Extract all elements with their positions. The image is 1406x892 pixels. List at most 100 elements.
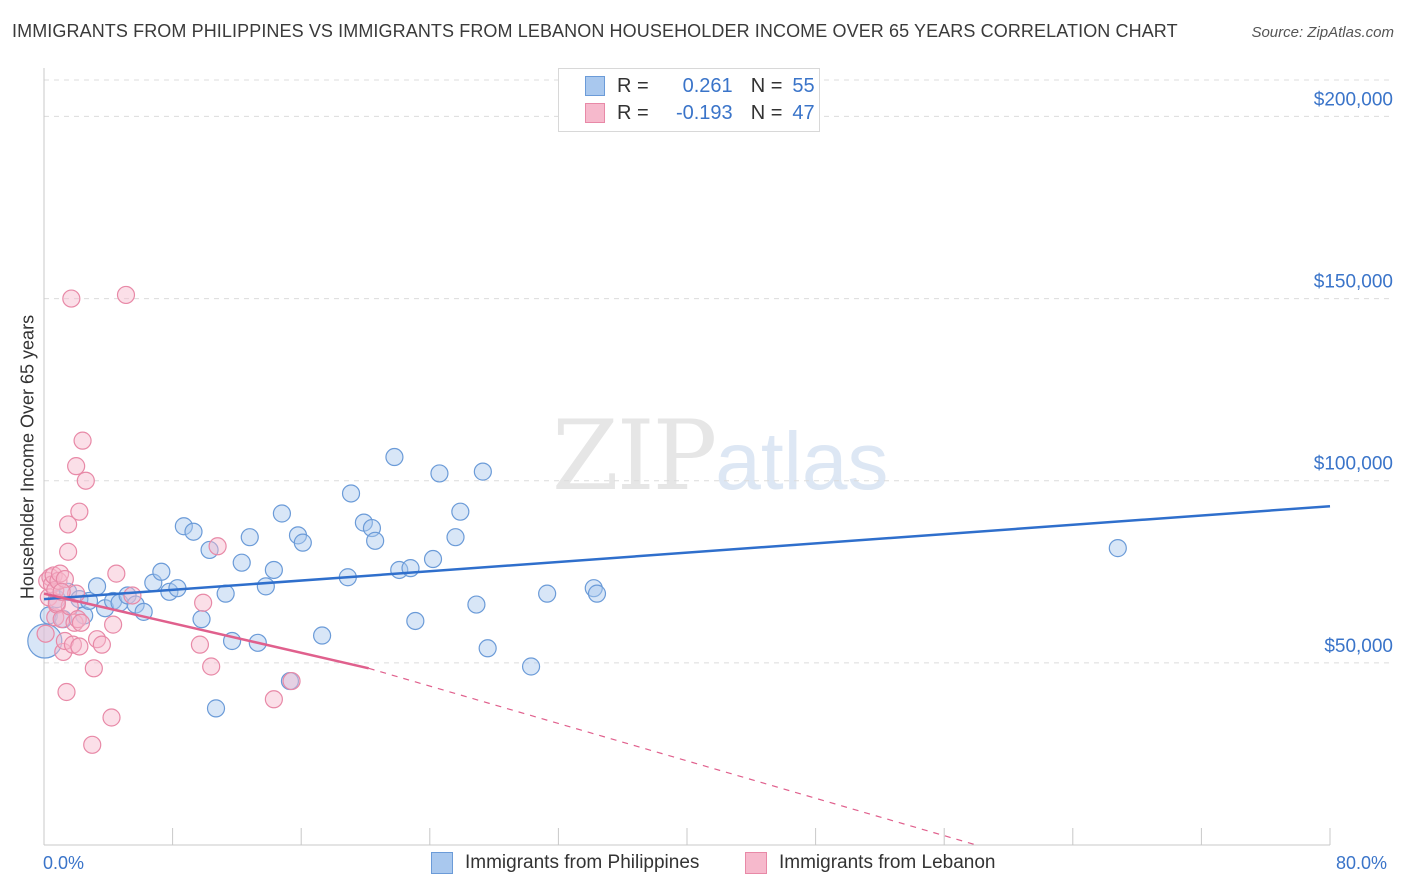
data-point [406,611,425,631]
legend-item-philippines[interactable]: Immigrants from Philippines [431,852,699,874]
data-point [102,708,121,727]
data-point [174,517,193,536]
data-point [256,577,275,596]
legend-label: Immigrants from Philippines [465,852,700,873]
data-point [293,533,312,552]
data-point [264,560,283,580]
data-point [282,671,301,691]
data-point [87,577,107,596]
data-point [59,515,78,534]
data-point [1108,539,1127,558]
grid-lines [44,79,1394,664]
data-point [430,464,449,483]
data-point [467,595,486,614]
y-tick-label: $100,000 [1314,454,1393,475]
data-point [478,639,497,658]
series-philippines [27,447,1127,718]
data-point [104,615,123,634]
legend-label: Immigrants from Lebanon [779,852,996,873]
data-point [107,564,126,583]
data-point [208,537,227,556]
trend-lines [43,504,1331,846]
r-label: R = [617,74,649,97]
y-axis-label: Householder Income Over 65 years [17,314,38,600]
data-point [206,699,226,718]
watermark: ZIPatlas [552,400,888,512]
data-point [44,566,63,585]
chart-title: IMMIGRANTS FROM PHILIPPINES VS IMMIGRANT… [12,21,1178,41]
data-point [67,457,86,476]
data-point [59,542,78,561]
data-point [366,531,385,550]
r-value: -0.193 [675,101,733,124]
data-point [63,635,83,654]
y-tick-label: $150,000 [1314,272,1393,293]
data-point [83,735,102,754]
data-point [76,471,95,490]
trend-line-lebanon [43,592,369,670]
data-point [385,447,404,467]
r-label: R = [617,101,649,124]
data-point [264,690,283,709]
watermark-atlas: atlas [715,416,889,507]
n-value: 47 [792,101,815,124]
data-point [423,549,443,569]
data-point [57,682,76,702]
data-point [446,528,465,547]
axes [43,68,1331,846]
stats-legend-row-lebanon: R = -0.193 N = 47 [585,101,815,125]
data-point [87,630,107,649]
r-value: 0.261 [682,74,733,97]
data-point [202,657,221,676]
data-point [70,637,89,656]
stats-legend: R = 0.261 N = 55 R = -0.193 N = 47 [558,68,820,132]
data-point [587,584,607,603]
n-label: N = [750,101,783,124]
data-point [84,659,103,678]
data-point [232,553,251,572]
data-point [36,624,55,643]
x-tick-min: 0.0% [43,853,85,873]
data-point [192,610,211,629]
data-point [152,562,171,581]
data-point [92,635,111,654]
data-point [194,593,213,612]
x-tick-max: 80.0% [1336,853,1388,873]
y-tick-labels: $50,000 $100,000 $150,000 $200,000 [1314,89,1393,656]
data-point [71,613,91,632]
data-point [473,462,492,481]
data-point [190,635,210,654]
data-point [312,626,332,645]
data-point [216,584,235,603]
series-legend: Immigrants from Philippines Immigrants f… [0,852,1406,878]
stats-legend-row-philippines: R = 0.261 N = 55 [585,74,815,98]
data-point [521,657,541,676]
trend-line-lebanon-extension [368,667,977,846]
data-point [272,504,292,523]
lebanon-swatch [745,852,767,874]
data-point [70,502,89,521]
data-point [50,564,70,583]
y-tick-label: $200,000 [1314,89,1393,110]
data-point [538,584,557,603]
data-point [341,484,361,503]
lebanon-swatch [585,103,605,123]
data-point [240,528,259,547]
legend-item-lebanon[interactable]: Immigrants from Lebanon [745,852,996,874]
series-lebanon [36,285,301,754]
data-point [451,502,470,521]
n-value: 55 [792,74,815,97]
trend-line-philippines [43,504,1331,601]
data-point [116,285,136,305]
data-point [27,623,63,659]
data-point [123,586,142,605]
philippines-swatch [431,852,453,874]
philippines-swatch [585,76,605,96]
n-label: N = [750,74,783,97]
watermark-zip: ZIP [552,400,717,512]
data-point [184,522,203,541]
y-tick-label: $50,000 [1324,636,1393,657]
data-point [49,571,68,590]
data-point [584,579,603,598]
